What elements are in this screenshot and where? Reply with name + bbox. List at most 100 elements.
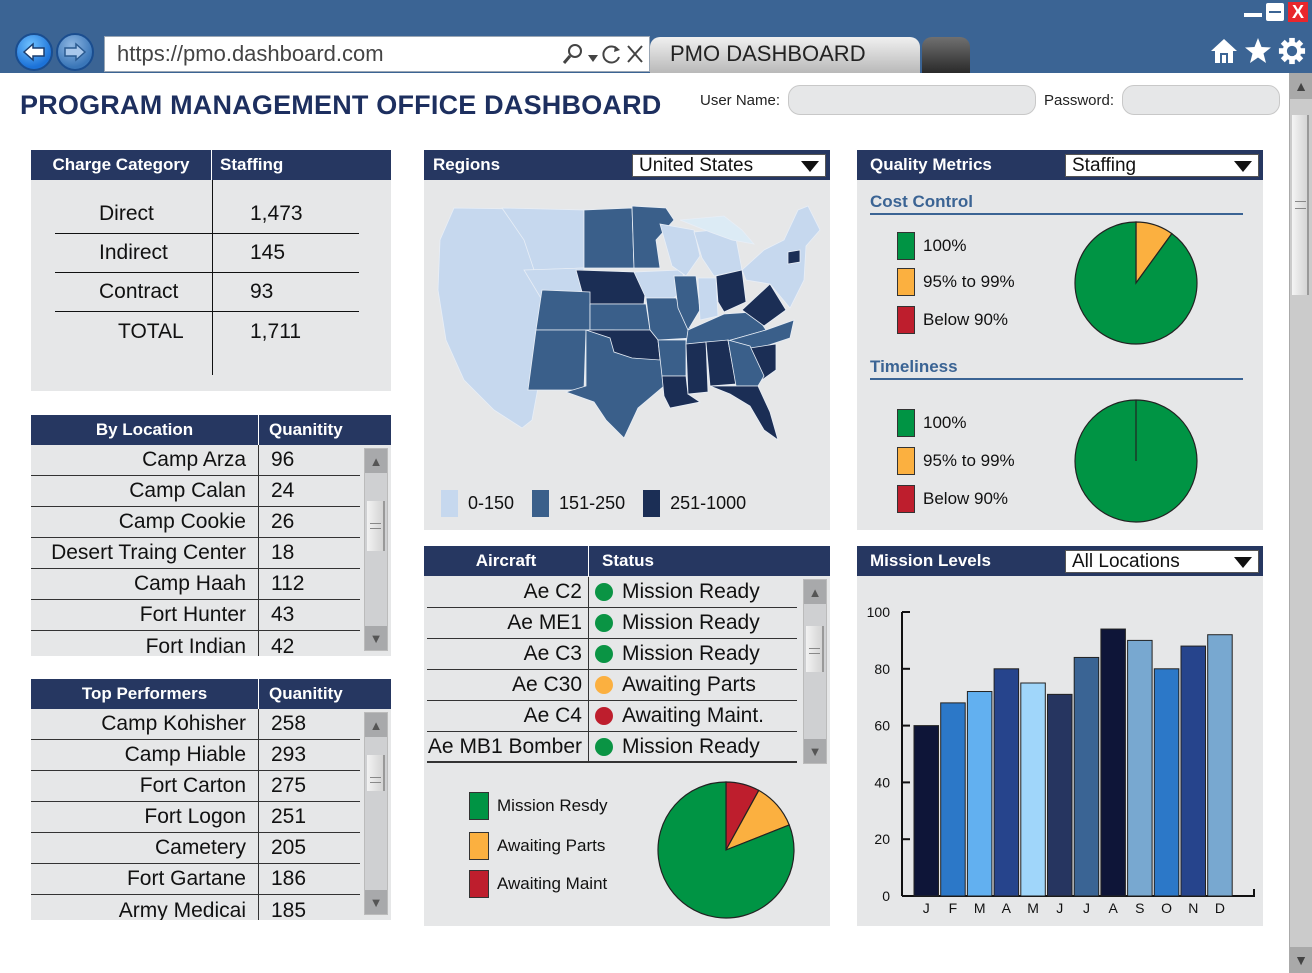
location-name: Camp Haah bbox=[31, 569, 259, 599]
performer-quantity: 293 bbox=[271, 743, 307, 766]
scroll-up-arrow-icon[interactable]: ▲ bbox=[365, 713, 387, 737]
scroll-down-arrow-icon[interactable]: ▼ bbox=[804, 739, 826, 763]
table-row[interactable]: Ae C2 Mission Ready bbox=[427, 577, 797, 608]
bar-7 bbox=[1100, 628, 1126, 897]
top-performers-scrollbar[interactable]: ▲ ▼ bbox=[364, 712, 388, 915]
minimize-icon[interactable] bbox=[1244, 13, 1262, 17]
location-name: Camp Arza bbox=[31, 445, 259, 475]
mission-levels-title: Mission Levels bbox=[870, 551, 991, 570]
search-icon[interactable] bbox=[561, 42, 585, 66]
table-row[interactable]: Camp Arza 96 bbox=[31, 445, 360, 476]
location-name: Fort Indian bbox=[31, 631, 259, 656]
by-location-header: By Location Quanitity bbox=[31, 415, 391, 445]
star-icon[interactable] bbox=[1244, 36, 1272, 66]
performer-quantity: 186 bbox=[271, 867, 307, 890]
staffing-cell: 145 bbox=[250, 241, 286, 264]
x-axis bbox=[902, 889, 1255, 897]
cost-control-pie-chart bbox=[1074, 221, 1198, 345]
table-row[interactable]: Camp Hiable 293 bbox=[31, 740, 360, 771]
scroll-up-arrow-icon[interactable]: ▲ bbox=[804, 580, 826, 604]
us-choropleth-map[interactable] bbox=[424, 180, 830, 480]
column-header-status[interactable]: Status bbox=[602, 551, 654, 570]
legend-swatch-0-150 bbox=[441, 490, 458, 517]
column-header-charge-category[interactable]: Charge Category bbox=[31, 150, 212, 180]
map-region-florida bbox=[709, 385, 779, 441]
scroll-thumb[interactable] bbox=[1292, 115, 1309, 295]
by-location-panel: By Location Quanitity Camp Arza 96 Camp C… bbox=[31, 415, 391, 656]
back-button[interactable] bbox=[15, 33, 53, 71]
charge-category-cell: Contract bbox=[99, 280, 179, 303]
region-select[interactable]: United States bbox=[632, 154, 826, 177]
table-row[interactable]: Fort Carton 275 bbox=[31, 771, 360, 802]
forward-button[interactable] bbox=[56, 33, 94, 71]
column-header-by-location[interactable]: By Location bbox=[31, 415, 259, 445]
table-row[interactable]: Fort Hunter 43 bbox=[31, 600, 360, 631]
timeliness-pie-chart bbox=[1074, 399, 1198, 523]
table-row[interactable]: Camp Cookie 26 bbox=[31, 507, 360, 538]
table-row[interactable]: Ae C4 Awaiting Maint. bbox=[427, 701, 797, 732]
page-scrollbar[interactable]: ▲ ▼ bbox=[1289, 73, 1312, 973]
table-row[interactable]: Army Medicai 185 bbox=[31, 895, 360, 920]
x-tick-label: M bbox=[1027, 900, 1039, 916]
legend-label: 0-150 bbox=[468, 493, 515, 513]
scroll-thumb[interactable] bbox=[367, 755, 385, 791]
legend-item: 100% bbox=[897, 409, 1015, 437]
table-row[interactable]: Camp Kohisher 258 bbox=[31, 709, 360, 740]
browser-toolbar bbox=[1210, 36, 1306, 66]
table-row[interactable]: Camp Haah 112 bbox=[31, 569, 360, 600]
table-row[interactable]: Fort Logon 251 bbox=[31, 802, 360, 833]
table-row[interactable]: Fort Gartane 186 bbox=[31, 864, 360, 895]
mission-levels-panel: Mission Levels All Locations 0 20 40 60 80 10… bbox=[857, 546, 1263, 926]
performer-quantity: 275 bbox=[271, 774, 307, 797]
map-region-virginia bbox=[741, 283, 787, 327]
location-name: Desert Traing Center bbox=[31, 538, 259, 568]
table-row[interactable]: Desert Traing Center 18 bbox=[31, 538, 360, 569]
dropdown-icon[interactable] bbox=[587, 42, 599, 66]
aircraft-pie-legend: Mission Resdy Awaiting Parts Awaiting Ma… bbox=[469, 792, 608, 898]
table-row[interactable]: Cametery 205 bbox=[31, 833, 360, 864]
table-row[interactable]: Ae MB1 Bomber Mission Ready bbox=[427, 732, 797, 763]
refresh-icon[interactable] bbox=[601, 42, 623, 66]
gear-icon[interactable] bbox=[1278, 36, 1306, 66]
column-header-staffing[interactable]: Staffing bbox=[220, 155, 284, 174]
by-location-scrollbar[interactable]: ▲ ▼ bbox=[364, 448, 388, 651]
table-row[interactable]: Fort Indian 42 bbox=[31, 631, 360, 656]
column-header-aircraft[interactable]: Aircraft bbox=[424, 546, 589, 576]
chevron-down-icon bbox=[801, 161, 819, 172]
close-icon[interactable]: X bbox=[1288, 2, 1308, 22]
location-name: Camp Cookie bbox=[31, 507, 259, 537]
legend-label: 251-1000 bbox=[670, 493, 747, 513]
table-row[interactable]: Ae ME1 Mission Ready bbox=[427, 608, 797, 639]
scroll-up-arrow-icon[interactable]: ▲ bbox=[365, 449, 387, 473]
quality-metric-select[interactable]: Staffing bbox=[1065, 154, 1259, 177]
address-bar[interactable]: https://pmo.dashboard.com bbox=[104, 36, 650, 72]
scroll-down-arrow-icon[interactable]: ▼ bbox=[365, 890, 387, 914]
scroll-down-arrow-icon[interactable]: ▼ bbox=[365, 626, 387, 650]
x-tick-label: O bbox=[1161, 900, 1172, 916]
column-header-top-performers[interactable]: Top Performers bbox=[31, 679, 259, 709]
aircraft-scrollbar[interactable]: ▲ ▼ bbox=[803, 579, 827, 764]
tab-pmo-dashboard[interactable]: PMO DASHBOARD bbox=[650, 37, 920, 73]
location-select[interactable]: All Locations bbox=[1065, 550, 1259, 573]
scroll-up-arrow-icon[interactable]: ▲ bbox=[1290, 73, 1312, 99]
scroll-down-arrow-icon[interactable]: ▼ bbox=[1290, 947, 1312, 973]
aircraft-name: Ae ME1 bbox=[427, 608, 589, 638]
performer-quantity: 258 bbox=[271, 712, 307, 735]
url-text[interactable]: https://pmo.dashboard.com bbox=[117, 41, 384, 66]
scroll-thumb[interactable] bbox=[367, 501, 385, 551]
regions-header: Regions United States bbox=[424, 150, 830, 180]
table-row[interactable]: Ae C3 Mission Ready bbox=[427, 639, 797, 670]
map-region-great-lakes-water bbox=[679, 215, 756, 245]
column-header-quantity[interactable]: Quanitity bbox=[269, 684, 343, 703]
home-icon[interactable] bbox=[1210, 36, 1238, 66]
scroll-thumb[interactable] bbox=[806, 626, 824, 672]
table-row[interactable]: Ae C30 Awaiting Parts bbox=[427, 670, 797, 701]
table-row[interactable]: Camp Calan 24 bbox=[31, 476, 360, 507]
new-tab-button[interactable] bbox=[922, 37, 970, 73]
stop-icon[interactable] bbox=[625, 42, 645, 66]
password-input[interactable] bbox=[1122, 85, 1281, 115]
region-select-value: United States bbox=[639, 154, 754, 176]
column-header-quantity[interactable]: Quanitity bbox=[269, 420, 343, 439]
maximize-icon[interactable] bbox=[1266, 3, 1284, 21]
username-input[interactable] bbox=[788, 85, 1037, 115]
